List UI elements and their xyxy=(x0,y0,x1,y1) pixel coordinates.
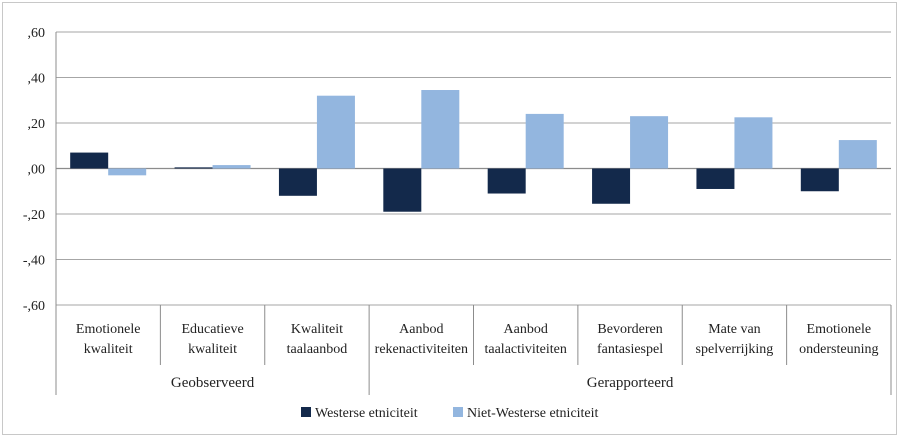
chart-frame: ,60 ,40 ,20 ,00 -,20 -,40 -,60 Emotionele kwalit… xyxy=(2,2,897,435)
category-label: Kwaliteit xyxy=(291,322,343,337)
legend-swatch xyxy=(453,407,463,417)
group-label: Gerapporteerd xyxy=(587,375,674,391)
bar-niet-westerse xyxy=(212,165,251,169)
bar-niet-westerse xyxy=(108,168,147,176)
legend-swatch xyxy=(301,407,311,417)
bar-niet-westerse xyxy=(734,117,773,169)
category-label: Educatieve xyxy=(181,322,243,337)
category-label: Emotionele xyxy=(807,322,872,337)
bar-westerse xyxy=(70,152,109,169)
category-label: Aanbod xyxy=(399,322,443,337)
bar-westerse xyxy=(278,168,317,196)
bar-chart: ,60 ,40 ,20 ,00 -,20 -,40 -,60 Emotionele kwalit… xyxy=(23,26,892,421)
category-label: Bevorderen xyxy=(597,322,662,337)
y-tick-label: -,40 xyxy=(23,254,45,269)
bar-niet-westerse xyxy=(630,116,669,169)
bar-niet-westerse xyxy=(316,95,355,169)
bar-niet-westerse xyxy=(525,113,564,169)
y-tick-label: -,60 xyxy=(23,299,45,314)
bar-westerse xyxy=(383,168,422,212)
bar-westerse xyxy=(696,168,735,189)
legend-label: Westerse etniciteit xyxy=(315,406,418,421)
category-label: taalaanbod xyxy=(287,342,348,357)
bar-niet-westerse xyxy=(838,140,877,169)
category-label: Emotionele xyxy=(76,322,141,337)
category-label: kwaliteit xyxy=(84,342,133,357)
legend-label: Niet-Westerse etniciteit xyxy=(467,406,599,421)
bar-westerse xyxy=(174,167,213,169)
category-label: Aanbod xyxy=(504,322,548,337)
category-label: ondersteuning xyxy=(799,342,878,357)
y-tick-label: ,00 xyxy=(28,163,46,178)
bar-westerse xyxy=(800,168,839,192)
category-label: fantasiespel xyxy=(597,342,663,357)
y-tick-label: ,60 xyxy=(28,26,46,41)
category-label: spelverrijking xyxy=(696,342,774,357)
category-label: kwaliteit xyxy=(188,342,237,357)
y-tick-label: -,20 xyxy=(23,208,45,223)
bar-niet-westerse xyxy=(421,90,460,169)
bar-westerse xyxy=(487,168,526,194)
category-label: taalactiviteiten xyxy=(484,342,566,357)
y-tick-label: ,20 xyxy=(28,117,46,132)
category-label: rekenactiviteiten xyxy=(375,342,468,357)
bar-westerse xyxy=(592,168,631,204)
category-label: Mate van xyxy=(708,322,760,337)
y-tick-label: ,40 xyxy=(28,72,46,87)
group-label: Geobserveerd xyxy=(171,375,255,391)
